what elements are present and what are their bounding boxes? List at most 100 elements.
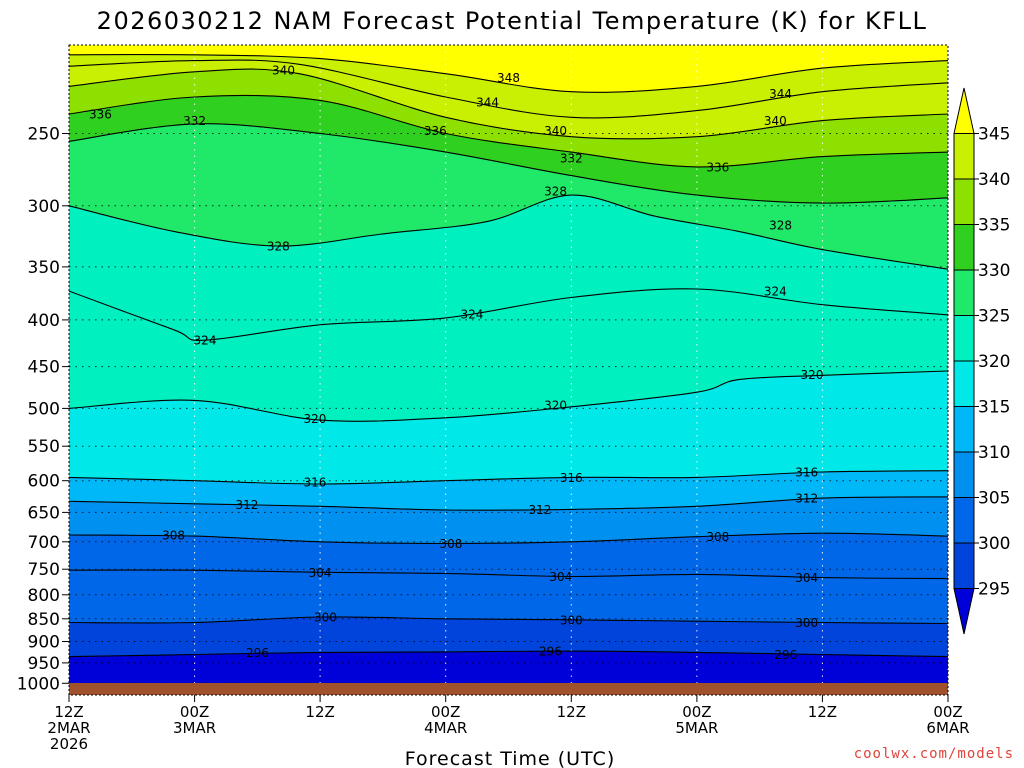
contour-label-328: 328: [267, 240, 290, 254]
contour-label-300: 300: [795, 616, 818, 630]
y-tick-label-450: 450: [28, 358, 60, 378]
contour-label-text: 328: [544, 185, 567, 199]
contour-label-text: 296: [246, 646, 269, 660]
chart-title: 2026030212 NAM Forecast Potential Temper…: [97, 7, 928, 35]
colorbar-label-335: 335: [978, 216, 1010, 236]
isentrope-346: [69, 53, 948, 93]
x-tick-label-12-1: 3MAR: [173, 719, 216, 737]
isentrope-300: [69, 616, 948, 625]
contour-label-text: 316: [303, 476, 326, 490]
colorbar-band-5: [953, 360, 975, 407]
contour-label-304: 304: [549, 570, 572, 584]
colorbar-band-10: [953, 133, 975, 180]
contour-label-312: 312: [528, 503, 551, 517]
contour-label-text: 324: [194, 334, 217, 348]
contour-label-text: 320: [801, 368, 824, 382]
contour-label-300: 300: [560, 613, 583, 627]
isentrope-332: [69, 123, 948, 204]
contour-label-text: 340: [764, 114, 787, 128]
isentrope-308: [69, 532, 948, 545]
colorbar-label-325: 325: [978, 307, 1010, 327]
colorbar-band-9: [953, 178, 975, 225]
x-tick-label-36-1: 4MAR: [424, 719, 467, 737]
contour-label-320: 320: [801, 368, 824, 382]
x-tick-label-84-1: 6MAR: [926, 719, 969, 737]
contour-label-304: 304: [795, 571, 818, 585]
colorbar-label-320: 320: [978, 352, 1010, 372]
contour-label-324: 324: [764, 285, 787, 299]
colorbar-band-1: [953, 542, 975, 589]
colorbar-band-11: [953, 87, 975, 134]
contour-label-text: 304: [549, 570, 572, 584]
contour-label-320: 320: [303, 412, 326, 426]
contour-label-332: 332: [183, 114, 206, 128]
contour-label-336: 336: [706, 160, 729, 174]
y-tick-label-400: 400: [28, 311, 60, 331]
contour-label-layer: 340 348 344 344 336 332 336 340 340 332 336 328 328 3…: [89, 64, 824, 663]
isentrope-340: [69, 68, 948, 140]
contour-label-text: 300: [795, 616, 818, 630]
contour-label-text: 336: [706, 160, 729, 174]
contour-label-324: 324: [194, 334, 217, 348]
contour-label-316: 316: [560, 471, 583, 485]
contour-label-text: 324: [764, 285, 787, 299]
x-tick-label-72-0: 12Z: [808, 703, 837, 721]
contour-label-text: 340: [272, 64, 295, 78]
y-tick-label-250: 250: [28, 125, 60, 145]
y-tick-label-350: 350: [28, 258, 60, 278]
x-tick-label-0-1: 2MAR: [47, 719, 90, 737]
isentrope-344: [69, 59, 948, 119]
isentrope-320: [69, 370, 948, 422]
colorbar-band-8: [953, 224, 975, 271]
contour-label-text: 336: [89, 108, 112, 122]
contour-label-304: 304: [309, 566, 332, 580]
contour-label-300: 300: [314, 611, 337, 625]
contour-label-308: 308: [439, 537, 462, 551]
colorbar: 295 300 305 310 315 320 325 330 335 340 345: [953, 87, 1010, 635]
contour-label-308: 308: [706, 530, 729, 544]
contour-label-text: 300: [560, 613, 583, 627]
colorbar-label-340: 340: [978, 170, 1010, 190]
shaded-fill-layer: [69, 45, 948, 695]
contour-label-320: 320: [544, 399, 567, 413]
contour-label-312: 312: [795, 492, 818, 506]
contour-label-text: 300: [314, 611, 337, 625]
credit-text: coolwx.com/models: [854, 746, 1014, 762]
isentrope-336: [69, 94, 948, 168]
contour-label-text: 336: [424, 124, 447, 138]
contour-label-text: 324: [460, 307, 483, 321]
contour-label-312: 312: [235, 498, 258, 512]
y-tick-label-1000: 1000: [17, 674, 60, 694]
contour-label-340: 340: [272, 64, 295, 78]
isentrope-304: [69, 569, 948, 580]
x-tick-label-0-0: 12Z: [54, 703, 83, 721]
colorbar-band-2: [953, 497, 975, 544]
y-tick-label-300: 300: [28, 197, 60, 217]
x-axis-label: Forecast Time (UTC): [405, 748, 615, 768]
isentrope-324: [69, 288, 948, 341]
contour-label-text: 344: [769, 87, 792, 101]
contour-label-text: 328: [769, 219, 792, 233]
contour-label-text: 320: [544, 399, 567, 413]
colorbar-label-330: 330: [978, 261, 1010, 281]
y-tick-label-750: 750: [28, 560, 60, 580]
contour-label-328: 328: [544, 185, 567, 199]
contour-label-text: 308: [162, 529, 185, 543]
contour-label-336: 336: [89, 108, 112, 122]
x-tick-label-0-2: 2026: [50, 735, 88, 753]
colorbar-band-6: [953, 315, 975, 362]
contour-label-308: 308: [162, 529, 185, 543]
contour-label-336: 336: [424, 124, 447, 138]
y-tick-label-500: 500: [28, 399, 60, 419]
x-tick-label-24-0: 12Z: [305, 703, 334, 721]
contour-layer: [69, 53, 948, 658]
contour-label-328: 328: [769, 219, 792, 233]
colorbar-band-3: [953, 451, 975, 498]
contour-label-text: 328: [267, 240, 290, 254]
x-tick-label-60-1: 5MAR: [675, 719, 718, 737]
x-tick-label-84-0: 00Z: [933, 703, 962, 721]
colorbar-label-345: 345: [978, 125, 1010, 145]
y-tick-label-800: 800: [28, 586, 60, 606]
